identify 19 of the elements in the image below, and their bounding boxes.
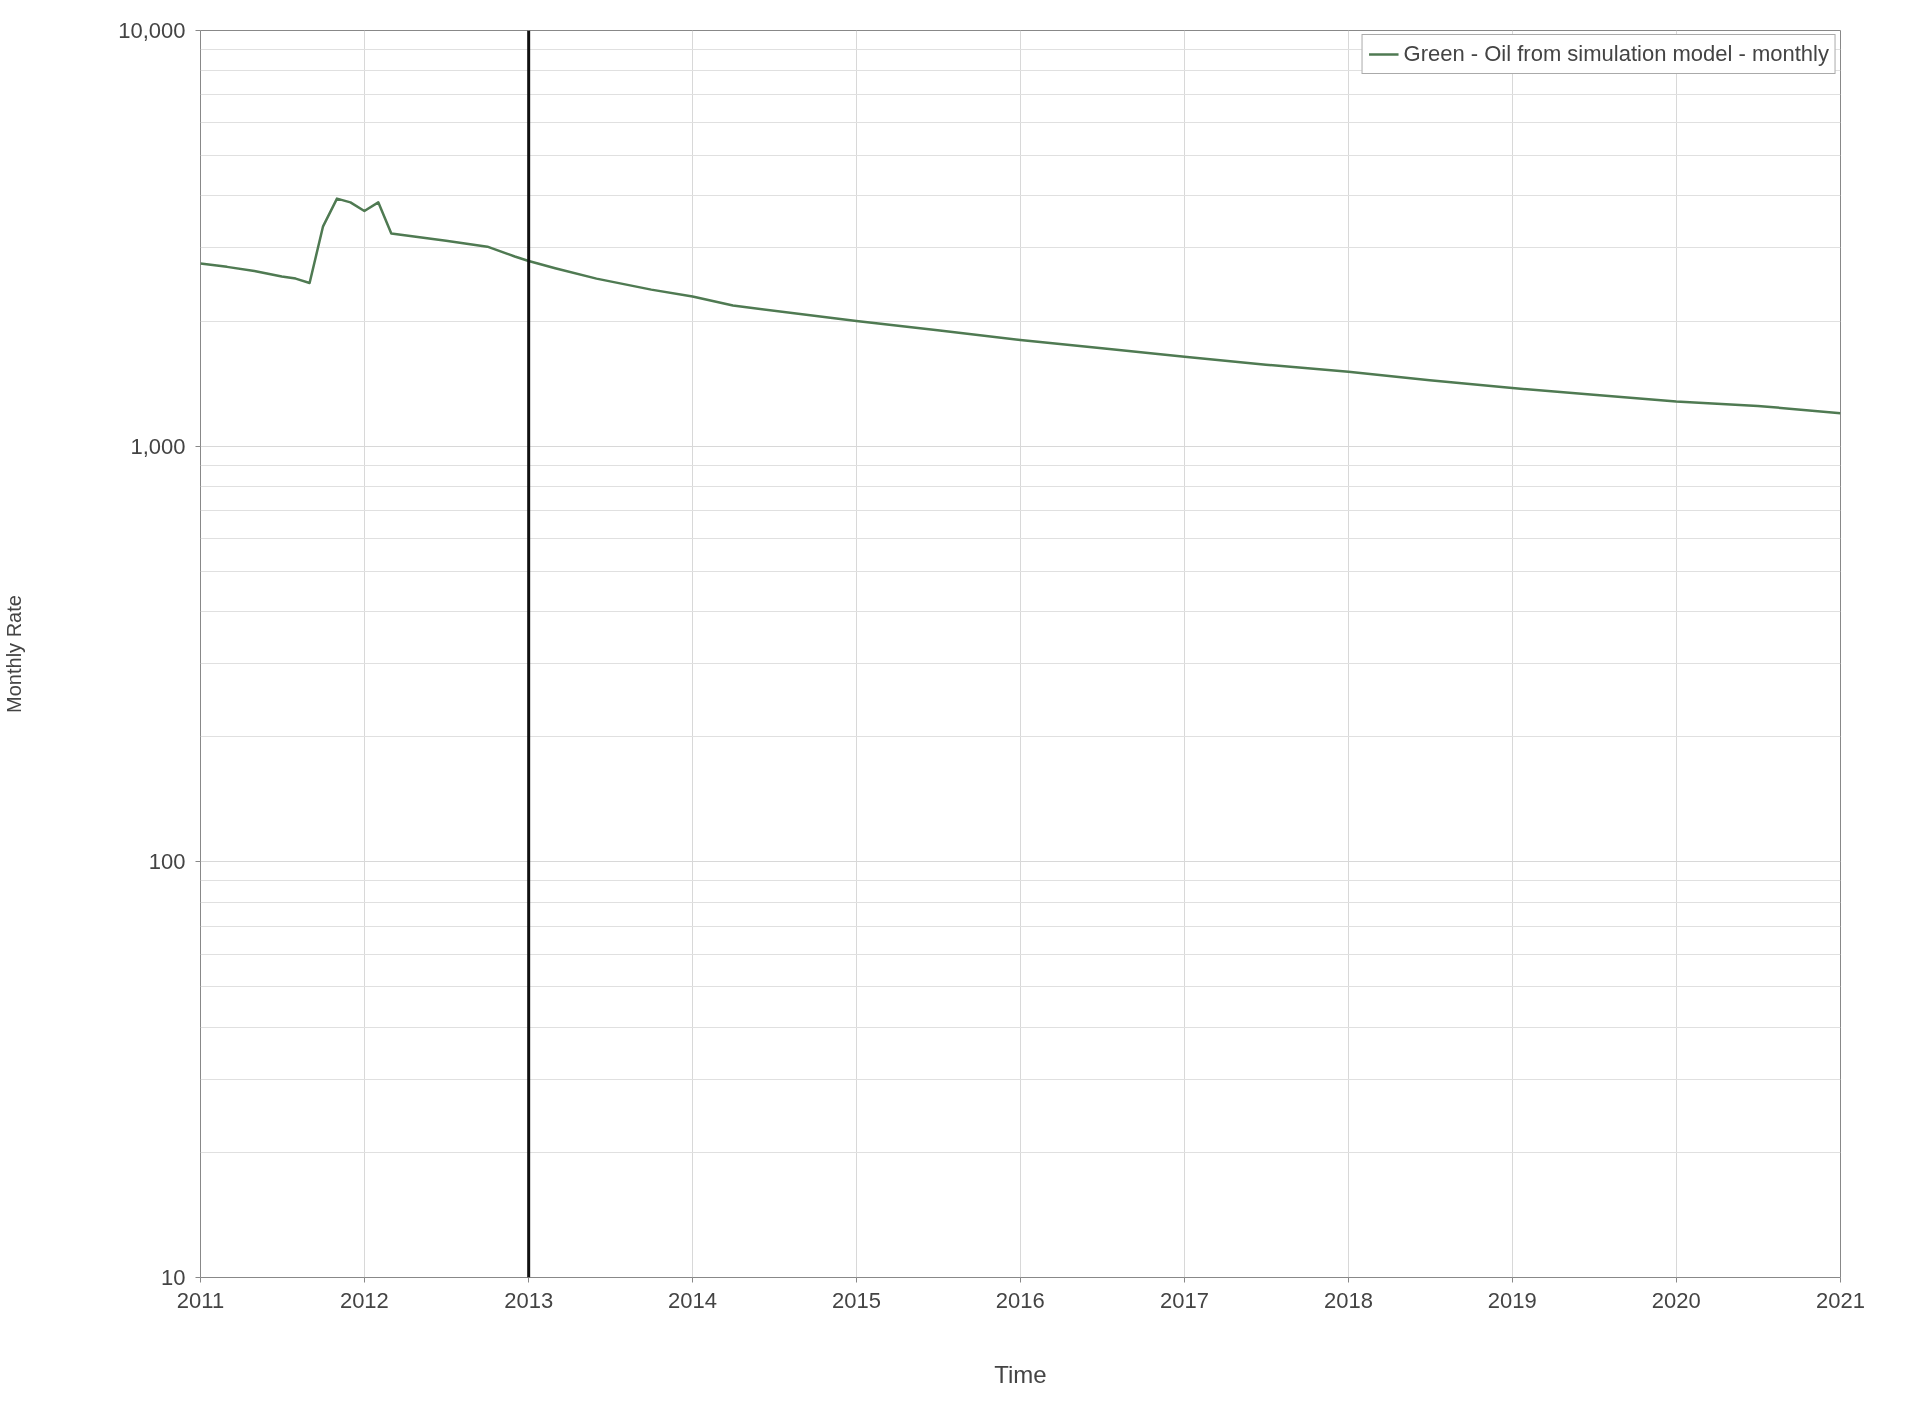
- x-tick-label: 2014: [668, 1287, 718, 1313]
- x-tick-label: 2012: [339, 1287, 389, 1313]
- y-axis-title: Monthly Rate: [3, 595, 26, 713]
- x-tick-label: 2015: [831, 1287, 881, 1313]
- line-series: [200, 197, 1841, 415]
- x-tick-label: 2020: [1651, 1287, 1701, 1313]
- y-tick-label: 100: [148, 849, 186, 875]
- x-tick-label: 2018: [1323, 1287, 1373, 1313]
- x-tick-label: 2013: [504, 1287, 554, 1313]
- y-tick-label: 10,000: [118, 18, 186, 43]
- y-tick-label: 1,000: [130, 433, 186, 459]
- x-tick-label: 2021: [1816, 1287, 1865, 1313]
- y-tick-label: 10: [161, 1265, 186, 1290]
- x-tick-label: 2019: [1487, 1287, 1537, 1313]
- x-tick-label: 2011: [176, 1287, 225, 1313]
- x-tick-label: 2016: [995, 1287, 1045, 1313]
- x-tick-label: 2017: [1160, 1287, 1210, 1313]
- x-axis-title: Time: [994, 1360, 1047, 1388]
- legend-label: Green - Oil from simulation model - monthly: [1403, 41, 1829, 67]
